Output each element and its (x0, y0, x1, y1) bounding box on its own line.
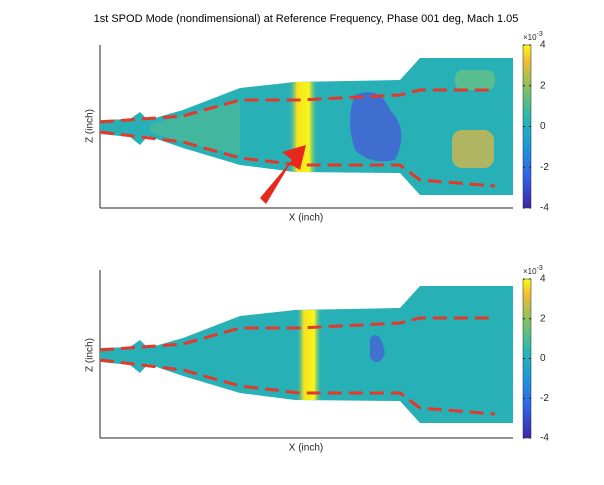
colorbar-tick-label: 4 (540, 274, 546, 285)
colorbar-tick-label: 0 (540, 121, 546, 132)
y-label: Z (inch) (85, 338, 96, 372)
x-label: X (inch) (289, 213, 323, 224)
colorbar-tick-label: -2 (540, 393, 549, 404)
page: 1st SPOD Mode (nondimensional) at Refere… (0, 0, 604, 485)
x-label: X (inch) (289, 443, 323, 454)
colorbar-tick-label: 4 (540, 40, 546, 51)
exponent-power: -3 (537, 265, 543, 272)
chart-title: 1st SPOD Mode (nondimensional) at Refere… (94, 13, 519, 25)
colorbar-tick-label: 2 (540, 80, 546, 91)
y-label: Z (inch) (85, 109, 96, 143)
colorbar-tick-label: -4 (540, 433, 549, 444)
exponent-power: -3 (537, 31, 543, 38)
exponent-base: ×10 (523, 267, 537, 276)
colorbar-tick-label: 2 (540, 313, 546, 324)
colorbar-tick-label: 0 (540, 353, 546, 364)
figure: 1st SPOD Mode (nondimensional) at Refere… (0, 0, 604, 485)
exponent-base: ×10 (523, 33, 537, 42)
colorbar-tick-label: -4 (540, 203, 549, 214)
colorbar-tick-label: -2 (540, 162, 549, 173)
